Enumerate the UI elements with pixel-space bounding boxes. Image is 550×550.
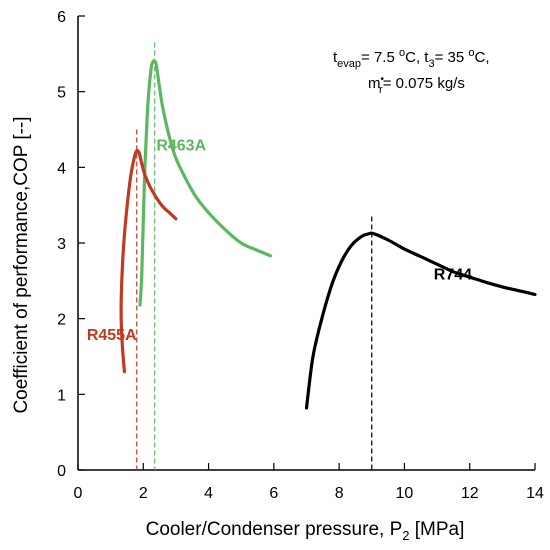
series-group bbox=[119, 59, 537, 410]
y-tick-label: 1 bbox=[57, 387, 66, 404]
y-tick-label: 6 bbox=[57, 9, 66, 26]
y-axis-title: Coefficient of performance,COP [--] bbox=[11, 116, 32, 413]
y-tick-label: 3 bbox=[57, 236, 66, 253]
series-label-r744: R744 bbox=[434, 266, 472, 283]
series-labels: R463A R455A R744 bbox=[87, 138, 472, 344]
x-axis-title: Cooler/Condenser pressure, P2 [MPa] bbox=[146, 519, 465, 543]
x-tick-label: 14 bbox=[526, 485, 544, 502]
y-tick-label: 0 bbox=[57, 463, 66, 480]
x-axis-title-unit: [MPa] bbox=[409, 519, 464, 540]
series-line-r744 bbox=[304, 231, 537, 410]
series-label-r463a: R463A bbox=[156, 138, 206, 155]
x-tick-label: 4 bbox=[204, 485, 213, 502]
x-tick-label: 0 bbox=[74, 485, 83, 502]
x-tick-label: 6 bbox=[269, 485, 278, 502]
x-tick-label: 2 bbox=[139, 485, 148, 502]
y-tick-label: 2 bbox=[57, 312, 66, 329]
y-tick-label: 5 bbox=[57, 85, 66, 102]
peak-reference-lines bbox=[136, 42, 373, 470]
series-label-r455a: R455A bbox=[87, 327, 137, 344]
series-line-r463a bbox=[138, 59, 273, 307]
conditions-annotation-line1: tevap= 7.5 oC, t3= 35 oC, bbox=[333, 47, 489, 70]
x-tick-label: 10 bbox=[396, 485, 414, 502]
x-tick-label: 8 bbox=[335, 485, 344, 502]
x-tick-label: 12 bbox=[461, 485, 479, 502]
x-axis-title-sub: 2 bbox=[402, 528, 409, 543]
y-tick-label: 4 bbox=[57, 160, 66, 177]
x-axis-title-main: Cooler/Condenser pressure, P bbox=[146, 519, 403, 540]
series-line-r455a bbox=[119, 148, 178, 374]
conditions-annotation-line2: m• r= 0.075 kg/s bbox=[368, 74, 465, 96]
